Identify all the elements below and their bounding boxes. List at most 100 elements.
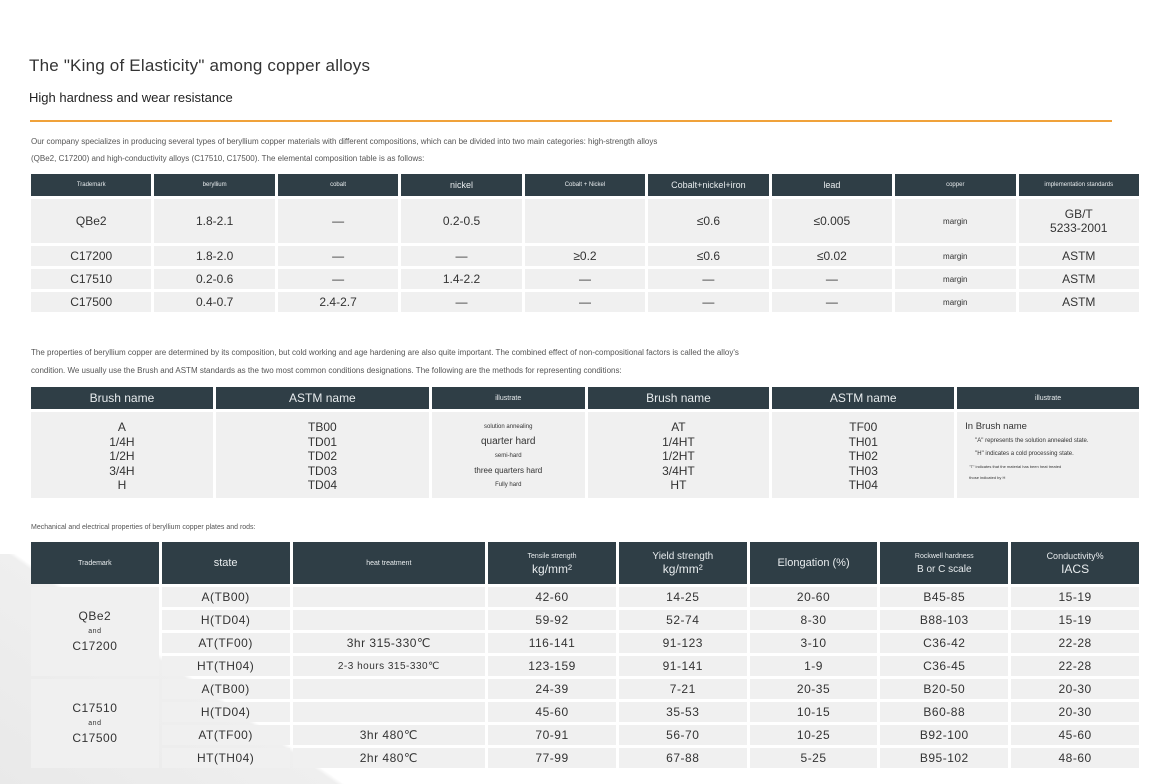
value-cell: 15-19 [1011,587,1139,607]
conditions-table: Brush name ASTM name illustrate Brush na… [28,384,1142,501]
header-rockwell-hardness: Rockwell hardness B or C scale [880,542,1009,584]
header-cobalt-nickel-iron: Cobalt+nickel+iron [648,174,769,196]
value-cell: 10-25 [749,725,878,745]
composition-cell: 1.8-2.1 [154,199,275,243]
value-cell: 10-15 [749,702,878,722]
value-cell: 35-53 [618,702,747,722]
composition-cell: — [401,246,522,266]
value-cell: 52-74 [618,610,747,630]
value-cell: 7-21 [618,679,747,699]
heat-treatment-cell [292,679,486,699]
header-cobalt-nickel: Cobalt + Nickel [524,174,646,196]
composition-cell: C17510 [31,269,152,289]
header-conductivity: Conductivity% IACS [1011,542,1139,584]
composition-cell: — [524,292,646,312]
value-cell: 20-35 [749,679,878,699]
composition-cell: C17500 [31,292,152,312]
composition-cell: ≤0.6 [648,199,769,243]
value-cell: 70-91 [488,725,616,745]
composition-cell: — [401,292,522,312]
value-cell: 77-99 [488,748,616,768]
composition-cell: QBe2 [31,199,152,243]
page-title: The "King of Elasticity" among copper al… [29,56,371,75]
value-cell: 22-28 [1011,633,1139,653]
mechanical-row: HT(TH04) 2-3 hours 315-330℃ 123-159 91-141 1… [31,656,1139,676]
header-brush-name-2: Brush name [587,387,770,409]
state-cell: AT(TF00) [161,633,290,653]
value-cell: 5-25 [749,748,878,768]
composition-cell: — [771,269,893,289]
header-tensile-strength: Tensile strength kg/mm² [488,542,616,584]
composition-cell: GB/T 5233-2001 [1018,199,1139,243]
heat-treatment-cell [292,702,486,722]
mechanical-row: AT(TF00) 3hr 315-330℃ 116-141 91-123 3-10 C36… [31,633,1139,653]
value-cell: 56-70 [618,725,747,745]
mechanical-row: HT(TH04) 2hr 480℃ 77-99 67-88 5-25 B95-102 48-… [31,748,1139,768]
mechanical-properties-table: Trademark state heat treatment Tensile s… [28,539,1142,771]
composition-cell: 0.2-0.5 [401,199,522,243]
state-cell: A(TB00) [161,679,290,699]
value-cell: 1-9 [749,656,878,676]
state-cell: HT(TH04) [161,748,290,768]
brush-names-col-2: AT 1/4HT 1/2HT 3/4HT HT [587,412,770,498]
state-cell: H(TD04) [161,610,290,630]
value-cell: 15-19 [1011,610,1139,630]
heat-treatment-cell: 2-3 hours 315-330℃ [292,656,486,676]
composition-cell: ASTM [1018,292,1139,312]
composition-cell: ≤0.02 [771,246,893,266]
trademark-name: C17500 [72,731,118,745]
value-cell: B88-103 [880,610,1009,630]
composition-cell: — [648,269,769,289]
heat-treatment-cell [292,587,486,607]
mechanical-intro: Mechanical and electrical properties of … [31,524,256,531]
value-cell: B60-88 [880,702,1009,722]
composition-row: C17510 0.2-0.6—1.4-2.2— — — margin ASTM [31,269,1139,289]
header-illustrate-2: illustrate [957,387,1139,409]
composition-cell: — [277,199,399,243]
composition-row: QBe2 1.8-2.1—0.2-0.5 ≤0.6 ≤0.005 margin GB/T … [31,199,1139,243]
header-nickel: nickel [401,174,522,196]
trademark-group-cell: C17510 and C17500 [31,679,159,768]
composition-cell: ASTM [1018,269,1139,289]
value-cell: 20-30 [1011,679,1139,699]
mechanical-row: QBe2 and C17200 A(TB00) 42-60 14-25 20-60 B45-8… [31,587,1139,676]
header-astm-name-2: ASTM name [772,387,955,409]
mechanical-row: C17510 and C17500 A(TB00) 24-39 7-21 20-35 B20-… [31,679,1139,768]
value-cell: B95-102 [880,748,1009,768]
value-cell: 14-25 [618,587,747,607]
header-heat-treatment: heat treatment [292,542,486,584]
value-cell: B20-50 [880,679,1009,699]
value-cell: 20-60 [749,587,878,607]
value-cell: 67-88 [618,748,747,768]
value-cell: 91-123 [618,633,747,653]
composition-cell: 1.8-2.0 [154,246,275,266]
value-cell: 24-39 [488,679,616,699]
composition-cell: ≤0.6 [648,246,769,266]
conditions-intro-line-1: The properties of beryllium copper are d… [31,348,739,357]
composition-cell: ≥0.2 [524,246,646,266]
header-state: state [161,542,290,584]
value-cell: B45-85 [880,587,1009,607]
value-cell: 20-30 [1011,702,1139,722]
composition-cell: margin [895,199,1016,243]
value-cell: 8-30 [749,610,878,630]
value-cell: 22-28 [1011,656,1139,676]
header-trademark: Trademark [31,174,152,196]
brush-names-col: A 1/4H 1/2H 3/4H H [31,412,213,498]
value-cell: 116-141 [488,633,616,653]
value-cell: 123-159 [488,656,616,676]
astm-names-col-2: TF00 TH01 TH02 TH03 TH04 [772,412,955,498]
intro-line-2: (QBe2, C17200) and high-conductivity all… [31,154,425,163]
header-illustrate: illustrate [431,387,585,409]
page-subtitle: High hardness and wear resistance [29,90,233,105]
value-cell: 91-141 [618,656,747,676]
header-cobalt: cobalt [277,174,399,196]
trademark-and: and [88,720,102,727]
composition-cell: 2.4-2.7 [277,292,399,312]
header-lead: lead [771,174,893,196]
trademark-name: QBe2 [78,609,112,623]
heat-treatment-cell: 3hr 315-330℃ [292,633,486,653]
composition-cell: margin [895,292,1016,312]
heat-treatment-cell: 3hr 480℃ [292,725,486,745]
orange-divider [30,120,1112,122]
